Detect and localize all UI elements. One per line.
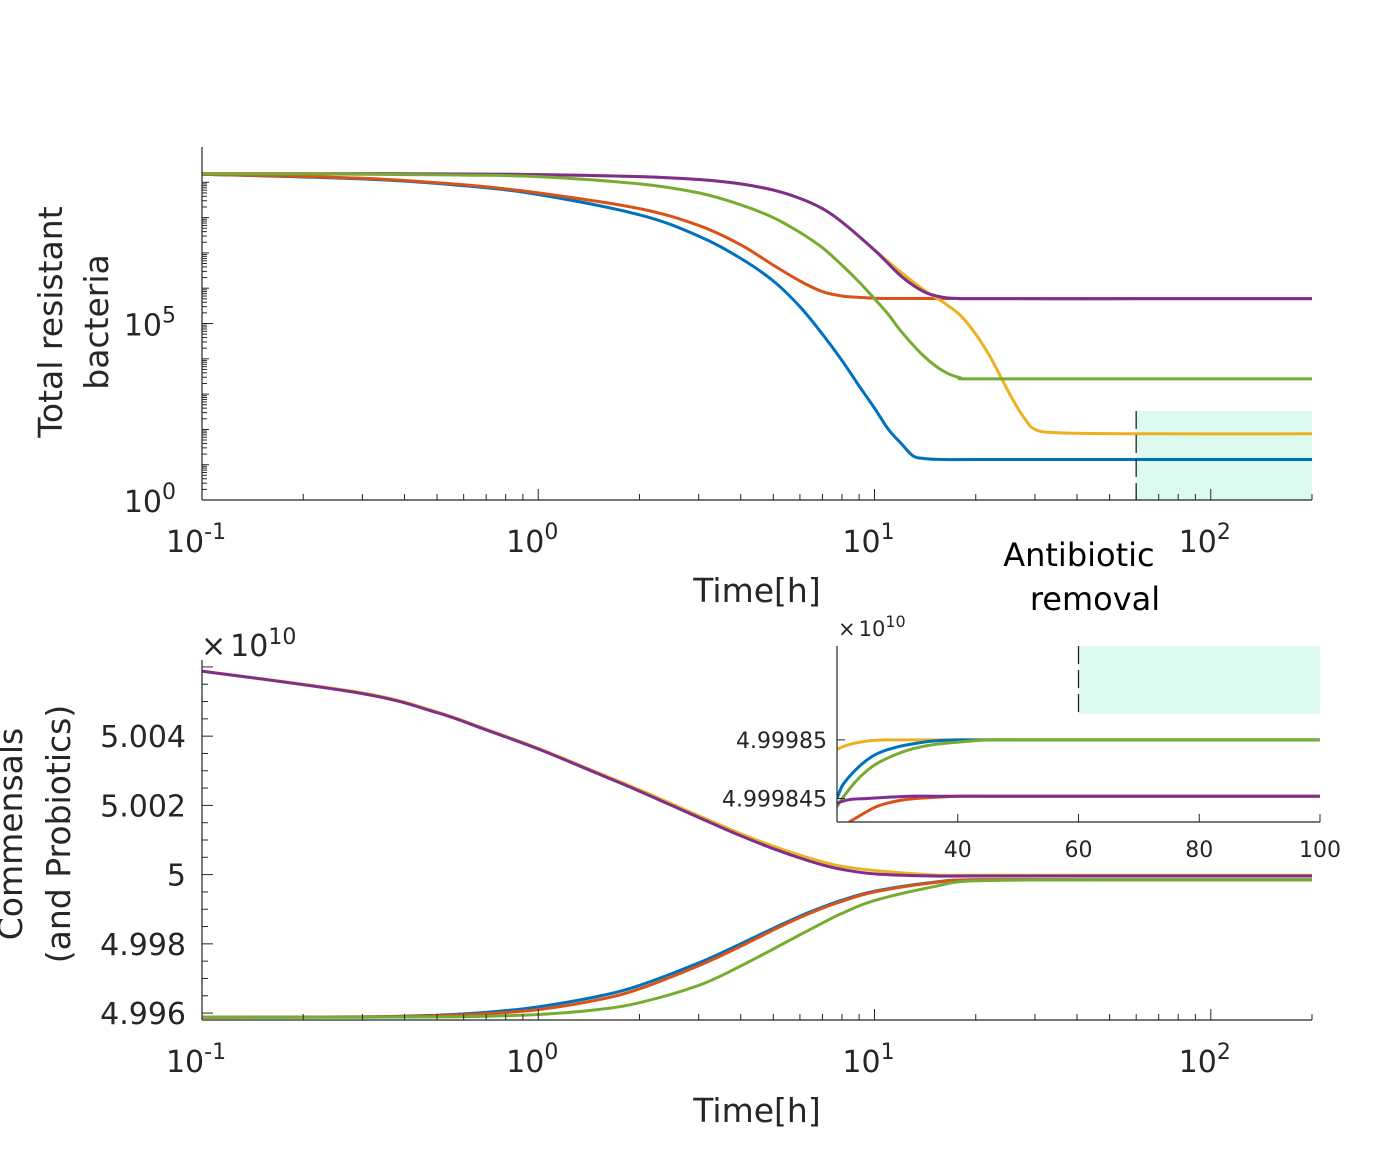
inset-series-line-5 bbox=[837, 794, 1320, 805]
bottom-x-tick-label: 100 bbox=[506, 1040, 558, 1080]
bottom-x-tick-label: 10-1 bbox=[166, 1040, 226, 1080]
bottom-y-tick-label: 5.002 bbox=[100, 789, 186, 824]
bottom-series-line-4 bbox=[201, 878, 1312, 1019]
top-series-line-5 bbox=[201, 172, 1312, 381]
antibiotic-removal-shaded-region bbox=[1136, 411, 1312, 500]
top-series-line-3 bbox=[202, 172, 1313, 436]
top-x-tick-base: 10 bbox=[1179, 525, 1217, 560]
bottom-x-tick-exp: 1 bbox=[881, 1040, 895, 1065]
inset-y-multiplier: × 1010 bbox=[838, 612, 906, 641]
top-y-axis-label: Total resistant bbox=[31, 206, 70, 438]
top-x-tick-exp: -1 bbox=[204, 520, 226, 545]
top-y-axis-label-2: bacteria bbox=[77, 254, 116, 390]
bottom-series-line-5 bbox=[201, 878, 1313, 1019]
top-y-tick-base: 10 bbox=[124, 309, 162, 344]
bottom-y-axis-label-line2: (and Probiotics) bbox=[39, 705, 78, 963]
bottom-y-axis-label-line1: Commensals bbox=[0, 728, 30, 941]
top-x-tick-exp: 0 bbox=[544, 520, 558, 545]
inset-x-tick-label: 80 bbox=[1185, 838, 1213, 863]
bottom-x-tick-label: 102 bbox=[1179, 1040, 1231, 1080]
top-y-tick-label: 105 bbox=[124, 304, 176, 344]
top-y-axis-label-line1: Total resistant bbox=[31, 206, 70, 438]
top-x-tick-label: 102 bbox=[1179, 520, 1231, 560]
top-y-tick-exp: 0 bbox=[162, 480, 176, 505]
top-series-line-4 bbox=[202, 172, 1312, 301]
bottom-x-tick-base: 10 bbox=[842, 1045, 880, 1080]
bottom-y-tick-label: 4.996 bbox=[100, 997, 186, 1032]
top-x-tick-label: 100 bbox=[506, 520, 558, 560]
inset-series-line-3 bbox=[837, 738, 1320, 808]
bottom-x-tick-base: 10 bbox=[166, 1045, 204, 1080]
top-x-axis-label: Time[h] bbox=[692, 571, 820, 610]
top-y-tick-base: 10 bbox=[124, 485, 162, 520]
bottom-x-axis-label: Time[h] bbox=[692, 1091, 820, 1130]
annotation-line1: Antibiotic bbox=[1003, 536, 1154, 574]
top-y-tick-label: 100 bbox=[124, 480, 176, 520]
bottom-x-tick-label: 101 bbox=[842, 1040, 894, 1080]
top-x-tick-exp: 1 bbox=[881, 520, 895, 545]
inset-multiplier-prefix: × bbox=[838, 617, 856, 641]
antibiotic-removal-annotation: Antibiotic removal bbox=[1003, 536, 1165, 618]
inset-x-tick-label: 40 bbox=[944, 838, 972, 863]
top-x-tick-base: 10 bbox=[842, 525, 880, 560]
bottom-y-multiplier: × 1010 bbox=[201, 625, 296, 664]
bottom-x-tick-exp: -1 bbox=[204, 1040, 226, 1065]
bottom-multiplier-base: 10 bbox=[230, 629, 268, 664]
inset-multiplier-base: 10 bbox=[859, 617, 886, 641]
top-x-tick-base: 10 bbox=[506, 525, 544, 560]
inset-series-group bbox=[837, 738, 1320, 822]
bottom-x-tick-base: 10 bbox=[506, 1045, 544, 1080]
top-x-tick-exp: 2 bbox=[1217, 520, 1231, 545]
top-x-tick-label: 101 bbox=[842, 520, 894, 560]
inset-multiplier-exp: 10 bbox=[885, 612, 905, 631]
inset-x-tick-label: 100 bbox=[1299, 838, 1341, 863]
inset-y-tick-label: 4.99985 bbox=[736, 729, 827, 754]
bottom-x-tick-base: 10 bbox=[1179, 1045, 1217, 1080]
top-y-axis-label-line2: bacteria bbox=[77, 254, 116, 390]
bottom-multiplier-prefix: × bbox=[201, 629, 226, 664]
bottom-series-line-3 bbox=[201, 878, 1312, 1019]
top-y-tick-exp: 5 bbox=[162, 304, 176, 329]
bottom-y-tick-label: 5.004 bbox=[100, 720, 186, 755]
bottom-series-group bbox=[201, 669, 1313, 1019]
bottom-x-tick-exp: 0 bbox=[544, 1040, 558, 1065]
top-series-line-2 bbox=[201, 172, 1312, 301]
inset-x-tick-label: 60 bbox=[1065, 838, 1093, 863]
bottom-series-line-2 bbox=[201, 669, 1312, 878]
bottom-y-tick-label: 4.998 bbox=[100, 928, 186, 963]
annotation-line2: removal bbox=[1030, 580, 1160, 618]
top-series-group bbox=[201, 172, 1313, 462]
top-x-tick-label: 10-1 bbox=[166, 520, 226, 560]
top-x-tick-base: 10 bbox=[166, 525, 204, 560]
inset-shaded-region bbox=[1078, 646, 1320, 715]
inset-y-tick-label: 4.999845 bbox=[722, 788, 827, 813]
bottom-multiplier-exp: 10 bbox=[268, 625, 296, 650]
bottom-x-tick-exp: 2 bbox=[1217, 1040, 1231, 1065]
inset-axes: 40 60 80 100 4.999845 4.99985 bbox=[722, 646, 1341, 863]
bottom-y-tick-label: 5 bbox=[167, 859, 186, 894]
